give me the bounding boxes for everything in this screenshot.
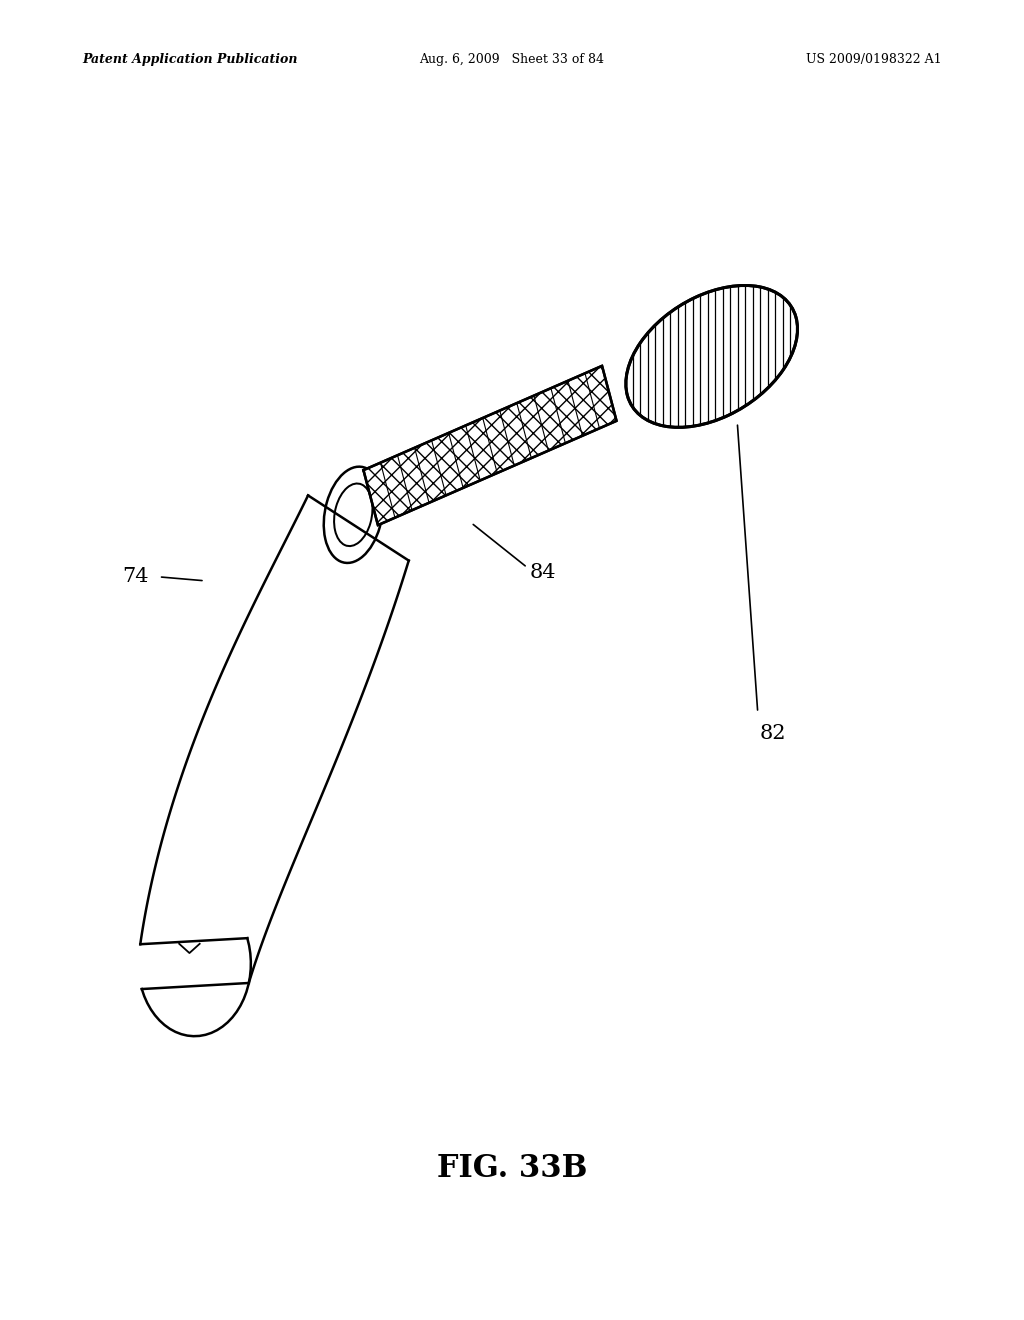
Text: Patent Application Publication: Patent Application Publication [82, 53, 297, 66]
Polygon shape [364, 366, 616, 525]
Polygon shape [140, 495, 409, 983]
Text: Aug. 6, 2009   Sheet 33 of 84: Aug. 6, 2009 Sheet 33 of 84 [420, 53, 604, 66]
Text: 84: 84 [529, 564, 556, 582]
Text: 74: 74 [122, 568, 148, 586]
Text: US 2009/0198322 A1: US 2009/0198322 A1 [807, 53, 942, 66]
Polygon shape [364, 366, 616, 525]
Text: FIG. 33B: FIG. 33B [437, 1152, 587, 1184]
Text: 82: 82 [760, 725, 786, 743]
Ellipse shape [626, 285, 798, 428]
